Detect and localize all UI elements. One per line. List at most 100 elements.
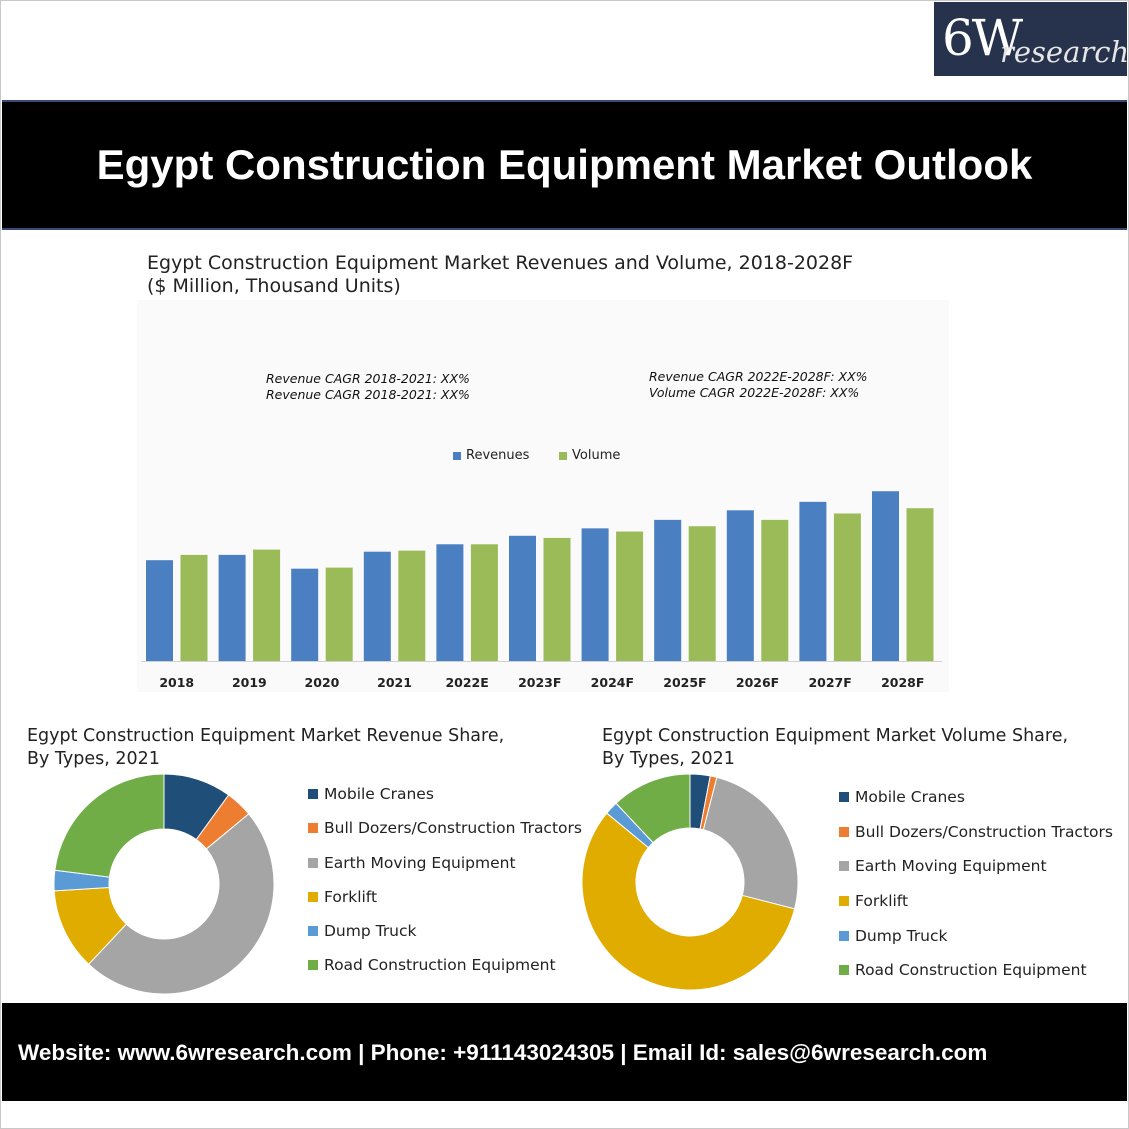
legend-swatch-revenues — [453, 452, 461, 460]
legend-swatch — [308, 892, 318, 902]
cagr-note-left-2: Revenue CAGR 2018-2021: XX% — [266, 387, 470, 402]
cagr-note-left: Revenue CAGR 2018-2021: XX% Revenue CAGR… — [266, 371, 470, 403]
bar-volume-2023F — [543, 537, 571, 661]
x-tick-label-2023F: 2023F — [518, 675, 561, 690]
bar-revenues-2027F — [799, 501, 827, 661]
legend-label: Road Construction Equipment — [324, 956, 556, 974]
bar-legend-revenues: Revenues — [453, 447, 529, 465]
bar-volume-2027F — [833, 513, 861, 661]
x-tick-label-2026F: 2026F — [736, 675, 779, 690]
bar-volume-2024F — [616, 531, 644, 661]
bar-volume-2018 — [180, 554, 208, 661]
legend-label: Earth Moving Equipment — [324, 854, 516, 872]
x-tick-label-2025F: 2025F — [663, 675, 706, 690]
legend-swatch-volume — [559, 452, 567, 460]
bar-volume-2021 — [398, 550, 426, 661]
volume-pie-title-line2: By Types, 2021 — [602, 749, 735, 769]
x-tick-label-2020: 2020 — [305, 675, 340, 690]
bar-volume-2025F — [688, 526, 716, 661]
legend-swatch — [308, 789, 318, 799]
revenue-slice-earth-moving-equipment — [87, 813, 275, 995]
legend-label: Earth Moving Equipment — [855, 857, 1047, 875]
x-tick-label-2021: 2021 — [377, 675, 412, 690]
bar-revenues-2025F — [654, 519, 682, 661]
contact-info: Website: www.6wresearch.com | Phone: +91… — [18, 1040, 988, 1065]
legend-label: Forklift — [855, 892, 909, 910]
legend-label-revenues: Revenues — [466, 448, 530, 463]
legend-label: Bull Dozers/Construction Tractors — [324, 819, 582, 837]
revenue-pie-title-line1: Egypt Construction Equipment Market Reve… — [27, 726, 505, 746]
legend-swatch — [308, 858, 318, 868]
bar-revenues-2018 — [146, 560, 173, 661]
legend-label: Road Construction Equipment — [855, 961, 1087, 979]
legend-label: Dump Truck — [324, 922, 417, 940]
legend-swatch — [308, 960, 318, 970]
cagr-note-right-1: Revenue CAGR 2022E-2028F: XX% — [649, 369, 868, 384]
bar-volume-2026F — [761, 519, 789, 661]
x-tick-label-2024F: 2024F — [591, 675, 634, 690]
volume-legend-road-construction: Road Construction Equipment — [839, 960, 1087, 980]
legend-swatch — [839, 827, 849, 837]
volume-legend-mobile-cranes: Mobile Cranes — [839, 787, 965, 807]
legend-label: Mobile Cranes — [324, 785, 434, 803]
bar-volume-2028F — [906, 508, 934, 661]
revenue-legend-dump-truck: Dump Truck — [308, 921, 417, 941]
cagr-note-right: Revenue CAGR 2022E-2028F: XX% Volume CAG… — [649, 369, 868, 401]
legend-swatch — [308, 926, 318, 936]
x-tick-label-2028F: 2028F — [881, 675, 924, 690]
bar-revenues-2021 — [363, 551, 391, 661]
volume-slice-forklift — [581, 812, 796, 991]
revenue-legend-bull-dozers: Bull Dozers/Construction Tractors — [308, 818, 582, 838]
logo-mark: 6W — [942, 9, 1023, 67]
x-tick-label-2018: 2018 — [159, 675, 194, 690]
legend-swatch — [839, 931, 849, 941]
legend-swatch — [839, 896, 849, 906]
logo-wordmark: research — [1000, 35, 1129, 69]
x-tick-label-2022E: 2022E — [445, 675, 488, 690]
legend-swatch — [839, 965, 849, 975]
bar-chart-title-line1: Egypt Construction Equipment Market Reve… — [147, 252, 854, 274]
bar-chart-title: Egypt Construction Equipment Market Reve… — [147, 252, 853, 298]
legend-label-volume: Volume — [572, 448, 621, 463]
bar-revenues-2019 — [218, 554, 246, 661]
volume-slice-earth-moving-equipment — [702, 776, 799, 910]
bar-revenues-2020 — [291, 568, 319, 661]
legend-swatch — [839, 861, 849, 871]
revenue-pie-title: Egypt Construction Equipment Market Reve… — [27, 725, 504, 771]
bar-revenues-2023F — [509, 535, 536, 661]
revenue-pie-title-line2: By Types, 2021 — [27, 749, 160, 769]
x-tick-label-2027F: 2027F — [808, 675, 851, 690]
legend-swatch — [839, 792, 849, 802]
volume-legend-earth-moving: Earth Moving Equipment — [839, 856, 1047, 876]
volume-slice-road-construction-equipment — [615, 773, 691, 844]
bar-volume-2020 — [325, 567, 353, 661]
volume-legend-bull-dozers: Bull Dozers/Construction Tractors — [839, 822, 1113, 842]
bar-volume-2019 — [253, 549, 281, 661]
bar-chart-title-line2: ($ Million, Thousand Units) — [147, 275, 401, 297]
revenue-legend-forklift: Forklift — [308, 887, 377, 907]
revenue-legend-road-construction: Road Construction Equipment — [308, 955, 556, 975]
bar-revenues-2028F — [872, 491, 899, 661]
contact-footer: Website: www.6wresearch.com | Phone: +91… — [2, 1003, 1127, 1101]
volume-pie-title: Egypt Construction Equipment Market Volu… — [602, 725, 1068, 771]
revenue-legend-earth-moving: Earth Moving Equipment — [308, 853, 516, 873]
title-banner: Egypt Construction Equipment Market Outl… — [2, 100, 1127, 230]
x-tick-label-2019: 2019 — [232, 675, 267, 690]
bar-revenues-2022E — [436, 544, 464, 661]
legend-swatch — [308, 823, 318, 833]
bar-legend-volume: Volume — [559, 447, 620, 465]
page-title: Egypt Construction Equipment Market Outl… — [96, 141, 1033, 188]
revenue-legend-mobile-cranes: Mobile Cranes — [308, 784, 434, 804]
revenue-slice-road-construction-equipment — [54, 773, 165, 878]
volume-legend-dump-truck: Dump Truck — [839, 926, 948, 946]
cagr-note-left-1: Revenue CAGR 2018-2021: XX% — [266, 371, 470, 386]
legend-label: Dump Truck — [855, 927, 948, 945]
bar-volume-2022E — [470, 544, 498, 661]
cagr-note-right-2: Volume CAGR 2022E-2028F: XX% — [649, 385, 860, 400]
bar-revenues-2024F — [581, 528, 609, 661]
bar-revenues-2026F — [726, 510, 754, 661]
legend-label: Forklift — [324, 888, 378, 906]
